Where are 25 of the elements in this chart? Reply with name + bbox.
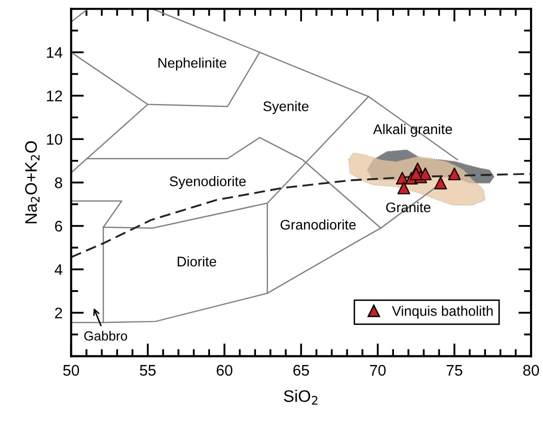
y-axis-title: Na$_{2}$O+K$_{2}$O [25,141,40,224]
x-tick-label: 50 [63,364,80,376]
y-tick-label: 12 [46,90,62,102]
y-tick-label: 4 [54,264,62,275]
x-axis-title: SiO$_{2}$ [284,390,318,405]
x-tick-label: 60 [216,364,232,376]
annotation: Nephelinite [158,58,226,71]
y-tick-label: 2 [55,308,62,318]
y-tick-label: 10 [46,134,62,145]
y-tick-label: 8 [54,177,62,188]
x-tick-label: 75 [446,365,462,376]
annotation: Diorite [178,256,216,266]
annotation: Granodiorite [280,219,356,230]
y-tick-label: 14 [46,47,62,58]
x-tick-label: 70 [370,364,386,376]
x-tick-label: 80 [523,364,539,376]
y-tick-label: 6 [55,220,62,232]
annotation: Syenodiorite [170,176,246,189]
legend-label: Vinquis batholith [392,306,493,319]
annotation: Granite [386,202,430,212]
annotation: Alkali granite [373,124,452,137]
x-tick-label: 55 [140,365,156,376]
x-tick-label: 65 [293,364,309,376]
annotation: Gabbro [84,330,128,341]
annotation: Syenite [263,101,308,114]
